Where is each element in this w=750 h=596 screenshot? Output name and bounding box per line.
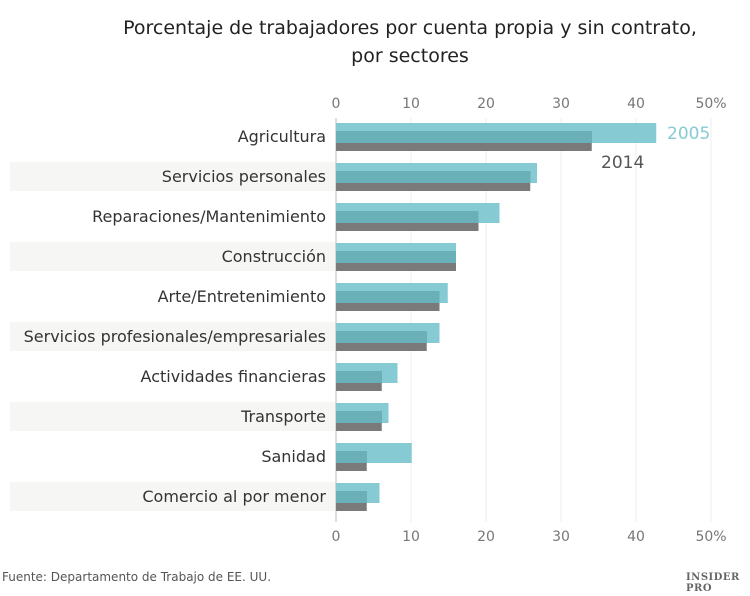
x-tick-label-bottom: 30: [552, 529, 570, 545]
bar-overlap: [336, 451, 367, 463]
category-label: Servicios personales: [162, 167, 326, 186]
category-label: Sanidad: [261, 447, 326, 466]
x-tick-label-top: 10: [402, 96, 420, 112]
bar-overlap: [336, 251, 456, 263]
category-label: Comercio al por menor: [142, 487, 326, 506]
legend-label-2005: 2005: [667, 124, 710, 144]
row-band: [10, 402, 336, 431]
x-tick-label-bottom: 50%: [695, 529, 726, 545]
bar-overlap: [336, 371, 382, 383]
bar-overlap: [336, 211, 479, 223]
x-tick-label-top: 30: [552, 96, 570, 112]
category-label: Agricultura: [238, 127, 326, 146]
row-band: [10, 162, 336, 191]
row-band: [10, 482, 336, 511]
x-tick-label-bottom: 10: [402, 529, 420, 545]
category-label: Construcción: [222, 247, 326, 266]
chart-title: Porcentaje de trabajadores por cuenta pr…: [90, 14, 730, 70]
bar-overlap: [336, 491, 367, 503]
row-band: [10, 242, 336, 271]
category-label: Reparaciones/Mantenimiento: [92, 207, 326, 226]
bar-overlap: [336, 131, 592, 143]
category-label: Servicios profesionales/empresariales: [24, 327, 326, 346]
x-tick-label-top: 50%: [695, 96, 726, 112]
legend-label-2014: 2014: [601, 153, 644, 173]
x-tick-label-bottom: 0: [332, 529, 341, 545]
category-label: Arte/Entretenimiento: [158, 287, 326, 306]
x-tick-label-bottom: 40: [627, 529, 645, 545]
title-line-1: Porcentaje de trabajadores por cuenta pr…: [123, 17, 697, 39]
bar-overlap: [336, 411, 382, 423]
row-band: [10, 322, 336, 351]
bar-overlap: [336, 291, 440, 303]
bar-overlap: [336, 171, 531, 183]
x-tick-label-bottom: 20: [477, 529, 495, 545]
category-label: Actividades financieras: [141, 367, 326, 386]
category-label: Transporte: [240, 407, 326, 426]
bar-overlap: [336, 331, 427, 343]
title-line-2: por sectores: [351, 45, 469, 67]
source-note: Fuente: Departamento de Trabajo de EE. U…: [2, 570, 272, 584]
x-tick-label-top: 40: [627, 96, 645, 112]
insider-pro-logo: INSIDER PRO: [686, 572, 740, 594]
x-tick-label-top: 0: [332, 96, 341, 112]
x-tick-label-top: 20: [477, 96, 495, 112]
